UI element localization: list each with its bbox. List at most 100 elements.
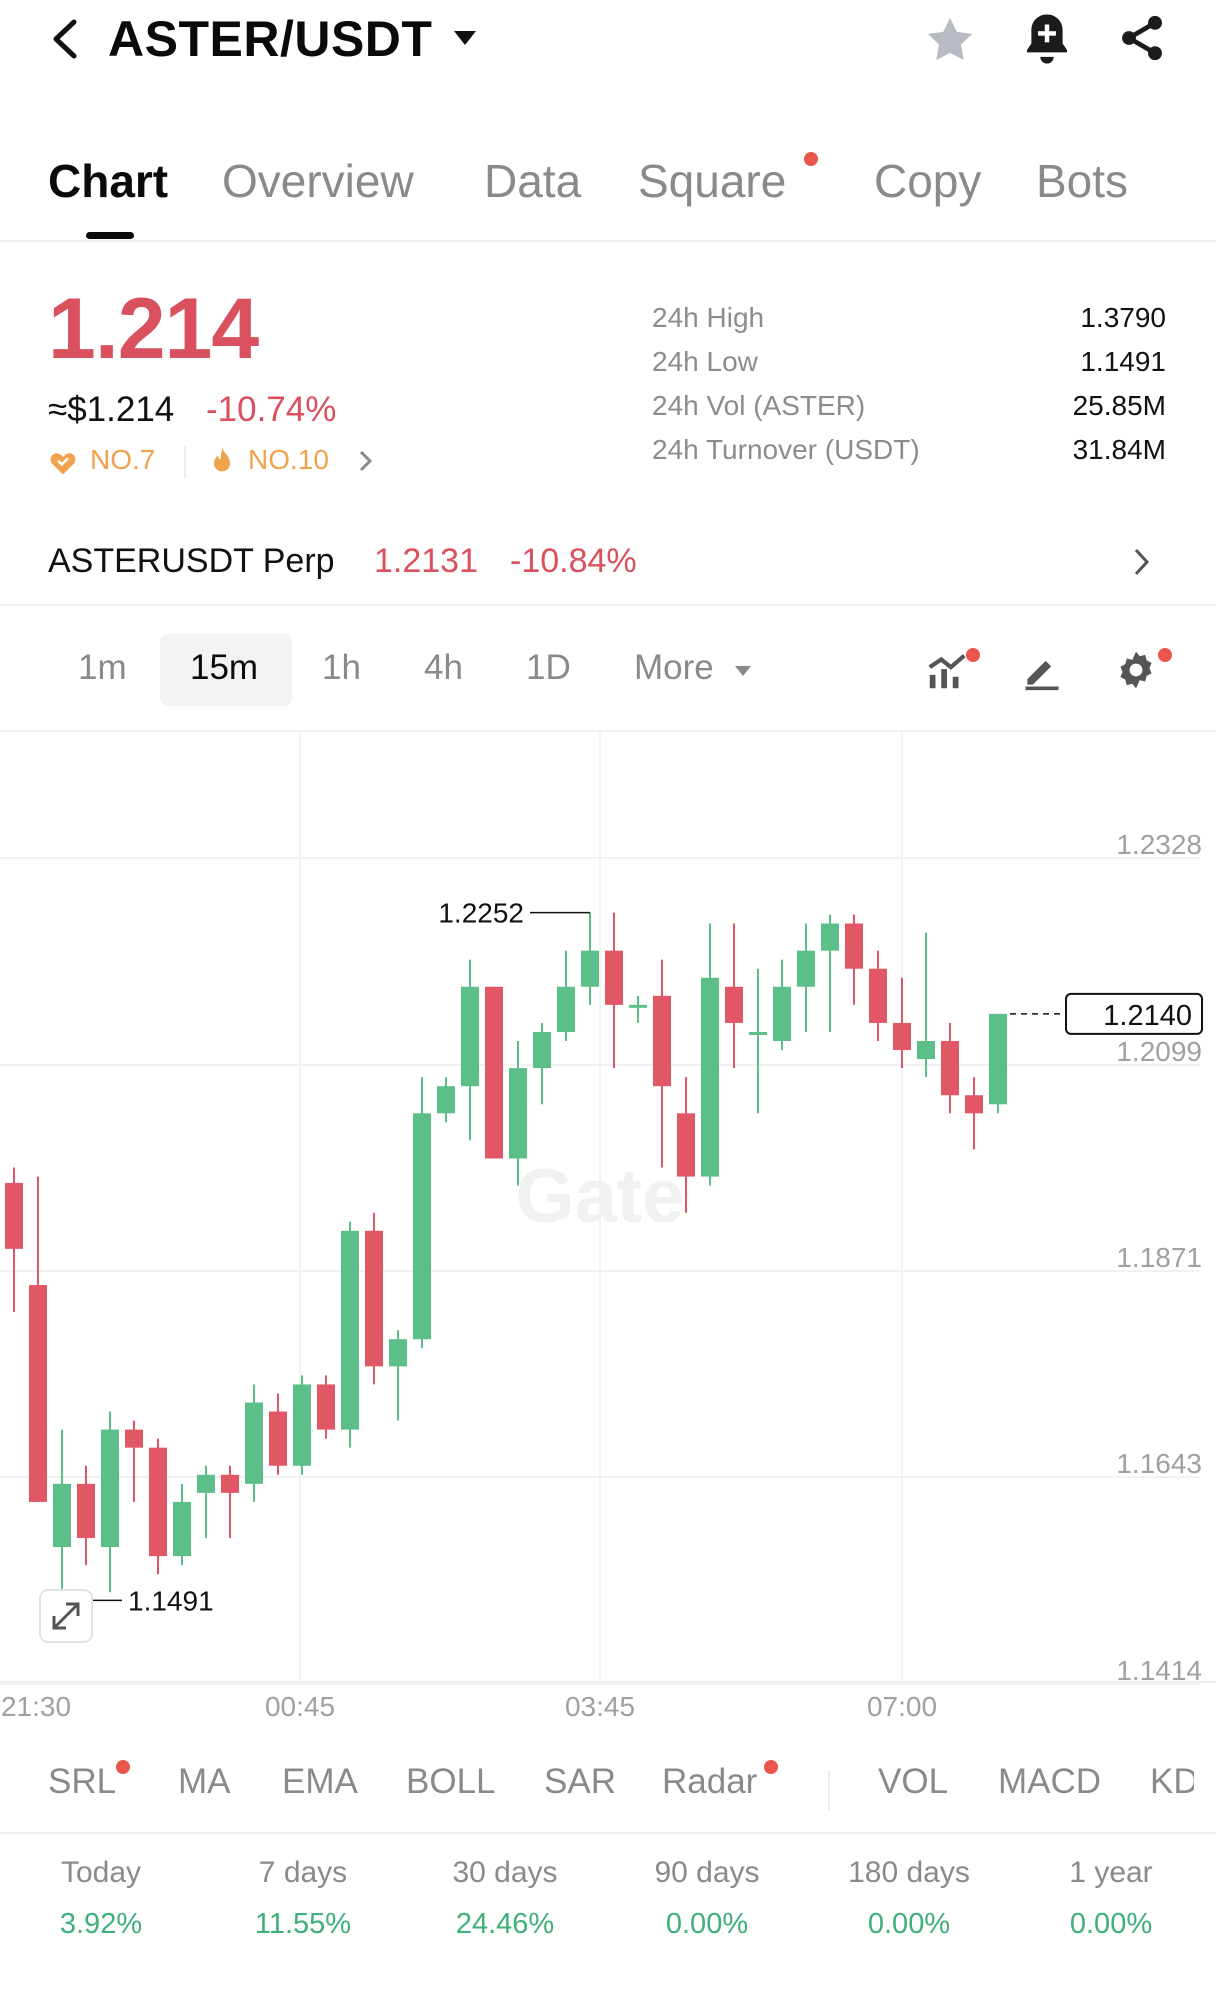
perf-label: 90 days (654, 1856, 760, 1889)
chart-canvas[interactable]: Gate 1.2328 1.2099 1.1871 1.1643 1.1414 21:30… (0, 732, 1216, 1734)
candle-up (461, 959, 479, 1141)
candle-body (797, 950, 815, 987)
indicator-ema[interactable]: EMA (282, 1762, 358, 1801)
perf-today: Today 3.92% (0, 1856, 202, 1941)
back-icon[interactable] (40, 14, 90, 64)
indicator-macd[interactable]: MACD (998, 1762, 1102, 1801)
candle-body (461, 986, 479, 1087)
perf-label: 1 year (1069, 1856, 1153, 1889)
interval-15m[interactable]: 15m (190, 648, 259, 687)
tab-copy[interactable]: Copy (874, 155, 982, 207)
tab-square[interactable]: Square (638, 155, 787, 207)
current-price-label: 1.2140 (1103, 1000, 1192, 1032)
candle-up (629, 995, 647, 1023)
candle-body (365, 1230, 383, 1367)
interval-1m[interactable]: 1m (78, 648, 127, 687)
pair-title[interactable]: ASTER/USDT (108, 11, 433, 67)
candle-up (821, 914, 839, 1032)
candle-up (557, 950, 575, 1042)
tab-bots[interactable]: Bots (1036, 155, 1129, 207)
candlestick-chart[interactable]: Gate 1.2328 1.2099 1.1871 1.1643 1.1414 21:30… (0, 732, 1216, 1734)
tab-data[interactable]: Data (484, 155, 582, 207)
interval-1d[interactable]: 1D (526, 648, 571, 687)
candle-body (269, 1411, 287, 1466)
candle-body (845, 923, 863, 969)
y-axis-label: 1.1643 (1116, 1448, 1202, 1479)
gear-icon[interactable] (1114, 648, 1158, 692)
candle-down (221, 1465, 239, 1539)
chevron-right-icon[interactable] (1130, 544, 1154, 580)
candle-up (533, 1022, 551, 1105)
candle-up (173, 1483, 191, 1566)
perf-180-days: 180 days 0.00% (808, 1856, 1010, 1941)
last-price: 1.214 (48, 281, 259, 377)
expand-arrow-head (52, 1616, 66, 1630)
perp-row[interactable]: ASTERUSDT Perp 1.2131 -10.84% (0, 520, 1216, 606)
candle-body (149, 1447, 167, 1557)
indicator-chart-icon[interactable] (924, 648, 970, 694)
perf-value: 0.00% (1069, 1908, 1153, 1940)
interval-4h[interactable]: 4h (424, 648, 463, 687)
star-icon[interactable] (922, 12, 978, 68)
expand-icon[interactable] (39, 1589, 93, 1643)
candle-up (293, 1375, 311, 1475)
indicator-srl[interactable]: SRL (48, 1762, 117, 1801)
candle-body (773, 986, 791, 1042)
perp-name: ASTERUSDT Perp (48, 542, 335, 580)
caret-down-icon[interactable] (734, 664, 752, 678)
candle-body (29, 1285, 47, 1502)
active-tab-indicator (86, 232, 134, 239)
interval-1h[interactable]: 1h (322, 648, 361, 687)
stat-value-24h-turnover: 31.84M (1072, 434, 1166, 465)
tab-overview[interactable]: Overview (222, 155, 414, 207)
candle-body (437, 1086, 455, 1114)
high-marker-label: 1.2252 (438, 898, 524, 929)
indicator-kd[interactable]: KD (1150, 1762, 1194, 1801)
caret-down-icon[interactable] (452, 28, 478, 48)
candle-down (965, 1077, 983, 1150)
candle-down (653, 959, 671, 1168)
candle-body (869, 968, 887, 1023)
indicator-radar[interactable]: Radar (662, 1762, 758, 1801)
rank-badge-2[interactable]: NO.10 (248, 444, 329, 475)
perf-1-year: 1 year 0.00% (1010, 1856, 1212, 1941)
candle-down (677, 1077, 695, 1213)
candle-body (989, 1013, 1007, 1105)
indicator-ma[interactable]: MA (178, 1762, 231, 1801)
stat-label-24h-high: 24h High (652, 302, 765, 333)
stat-value-24h-low: 1.1491 (1080, 346, 1166, 377)
active-interval-bg (160, 634, 292, 706)
indicator-boll[interactable]: BOLL (406, 1762, 496, 1801)
candle-up (413, 1077, 431, 1349)
interval-more[interactable]: More (634, 648, 714, 687)
candle-body (821, 923, 839, 951)
pencil-draw-icon[interactable] (1020, 648, 1064, 692)
candle-up (749, 968, 767, 1114)
perf-label: 7 days (258, 1856, 348, 1889)
rank-badge-1[interactable]: NO.7 (90, 444, 156, 475)
candle-body (101, 1429, 119, 1548)
perf-value: 11.55% (254, 1908, 352, 1940)
chevron-right-icon[interactable] (356, 446, 376, 476)
candle-body (293, 1384, 311, 1466)
perf-value: 0.00% (867, 1908, 951, 1940)
candle-down (869, 950, 887, 1042)
tab-chart[interactable]: Chart (48, 155, 169, 207)
candle-body (941, 1041, 959, 1096)
candle-up (701, 923, 719, 1186)
share-icon[interactable] (1116, 12, 1168, 64)
candle-up (53, 1429, 71, 1601)
indicator-vol[interactable]: VOL (878, 1762, 949, 1801)
square-notification-dot (804, 152, 818, 166)
bell-plus-icon[interactable] (1020, 10, 1074, 68)
perf-value: 3.92% (59, 1908, 143, 1940)
candle-body (581, 950, 599, 987)
candle-body (605, 950, 623, 1005)
candle-body (533, 1031, 551, 1069)
candle-body (125, 1429, 143, 1448)
x-axis-label: 07:00 (867, 1691, 937, 1722)
indicator-sar[interactable]: SAR (544, 1762, 616, 1801)
candle-up (341, 1221, 359, 1448)
price-change: -10.74% (206, 390, 337, 429)
candle-down (125, 1420, 143, 1502)
